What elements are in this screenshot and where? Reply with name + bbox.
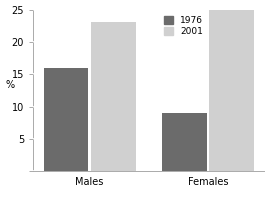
Bar bbox=[209, 10, 254, 171]
Bar bbox=[43, 68, 89, 171]
Y-axis label: %: % bbox=[6, 80, 15, 90]
Legend: 1976, 2001: 1976, 2001 bbox=[162, 14, 205, 38]
Bar bbox=[91, 23, 136, 171]
Bar bbox=[162, 113, 207, 171]
